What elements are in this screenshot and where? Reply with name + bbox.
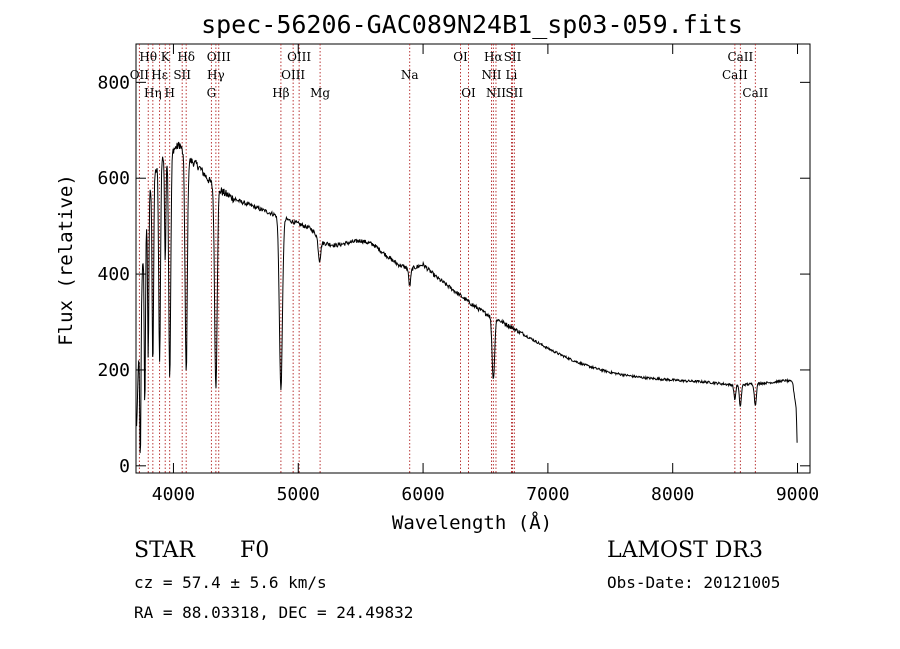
marker-label: SII [173,68,191,82]
marker-label: SII [505,86,523,100]
chart-title: spec-56206-GAC089N24B1_sp03-059.fits [201,10,743,39]
marker-label: Hη [144,86,162,100]
marker-label: Na [401,68,419,82]
marker-label: Hδ [177,50,195,64]
marker-label: Hε [151,68,168,82]
marker-label: CaII [742,86,768,100]
marker-label: G [207,86,217,100]
line-marker-labels: Hθ OII Hη K Hε H Hδ SII OIII Hγ G Hβ OIII OIII Mg Na OI O… [130,50,769,100]
marker-label: Hα [484,50,503,64]
marker-label: CaII [722,68,748,82]
axes: 4000 5000 6000 7000 8000 9000 0 200 400 600 800 [97,44,819,505]
y-tick-label: 800 [97,72,130,93]
observation-date: Obs-Date: 20121005 [607,573,781,592]
x-tick-label: 6000 [401,484,444,505]
x-axis-label: Wavelength (Å) [392,511,552,534]
marker-label: H [164,86,174,100]
marker-label: Hγ [207,68,225,82]
object-class: STAR [134,538,195,563]
marker-label: OIII [207,50,231,64]
marker-label: Mg [310,86,330,100]
x-tick-label: 8000 [651,484,694,505]
marker-label: Hβ [272,86,289,100]
y-tick-label: 200 [97,360,130,381]
x-tick-label: 5000 [277,484,320,505]
sky-coordinates: RA = 88.03318, DEC = 24.49832 [134,603,414,622]
marker-label: OIII [287,50,311,64]
marker-label: OI [461,86,476,100]
y-tick-label: 400 [97,264,130,285]
x-tick-label: 9000 [776,484,819,505]
spectral-subclass: F0 [240,538,270,563]
y-tick-label: 600 [97,168,130,189]
y-axis-label: Flux (relative) [55,174,77,346]
plot-frame [135,43,811,474]
marker-label: SII [504,50,522,64]
marker-label: Hθ [139,50,157,64]
marker-label: CaII [727,50,753,64]
x-tick-label: 4000 [152,484,195,505]
spectrum-line [136,141,798,454]
marker-label: NII [486,86,506,100]
redshift-value: cz = 57.4 ± 5.6 km/s [134,573,327,592]
line-markers [138,44,756,473]
marker-label: Li [506,68,518,82]
marker-label: NII [481,68,501,82]
x-tick-label: 7000 [526,484,569,505]
y-tick-label: 0 [119,456,130,477]
marker-label: OII [130,68,150,82]
marker-label: K [161,50,171,64]
marker-label: OIII [281,68,305,82]
marker-label: OI [453,50,468,64]
survey-name: LAMOST DR3 [607,538,763,563]
